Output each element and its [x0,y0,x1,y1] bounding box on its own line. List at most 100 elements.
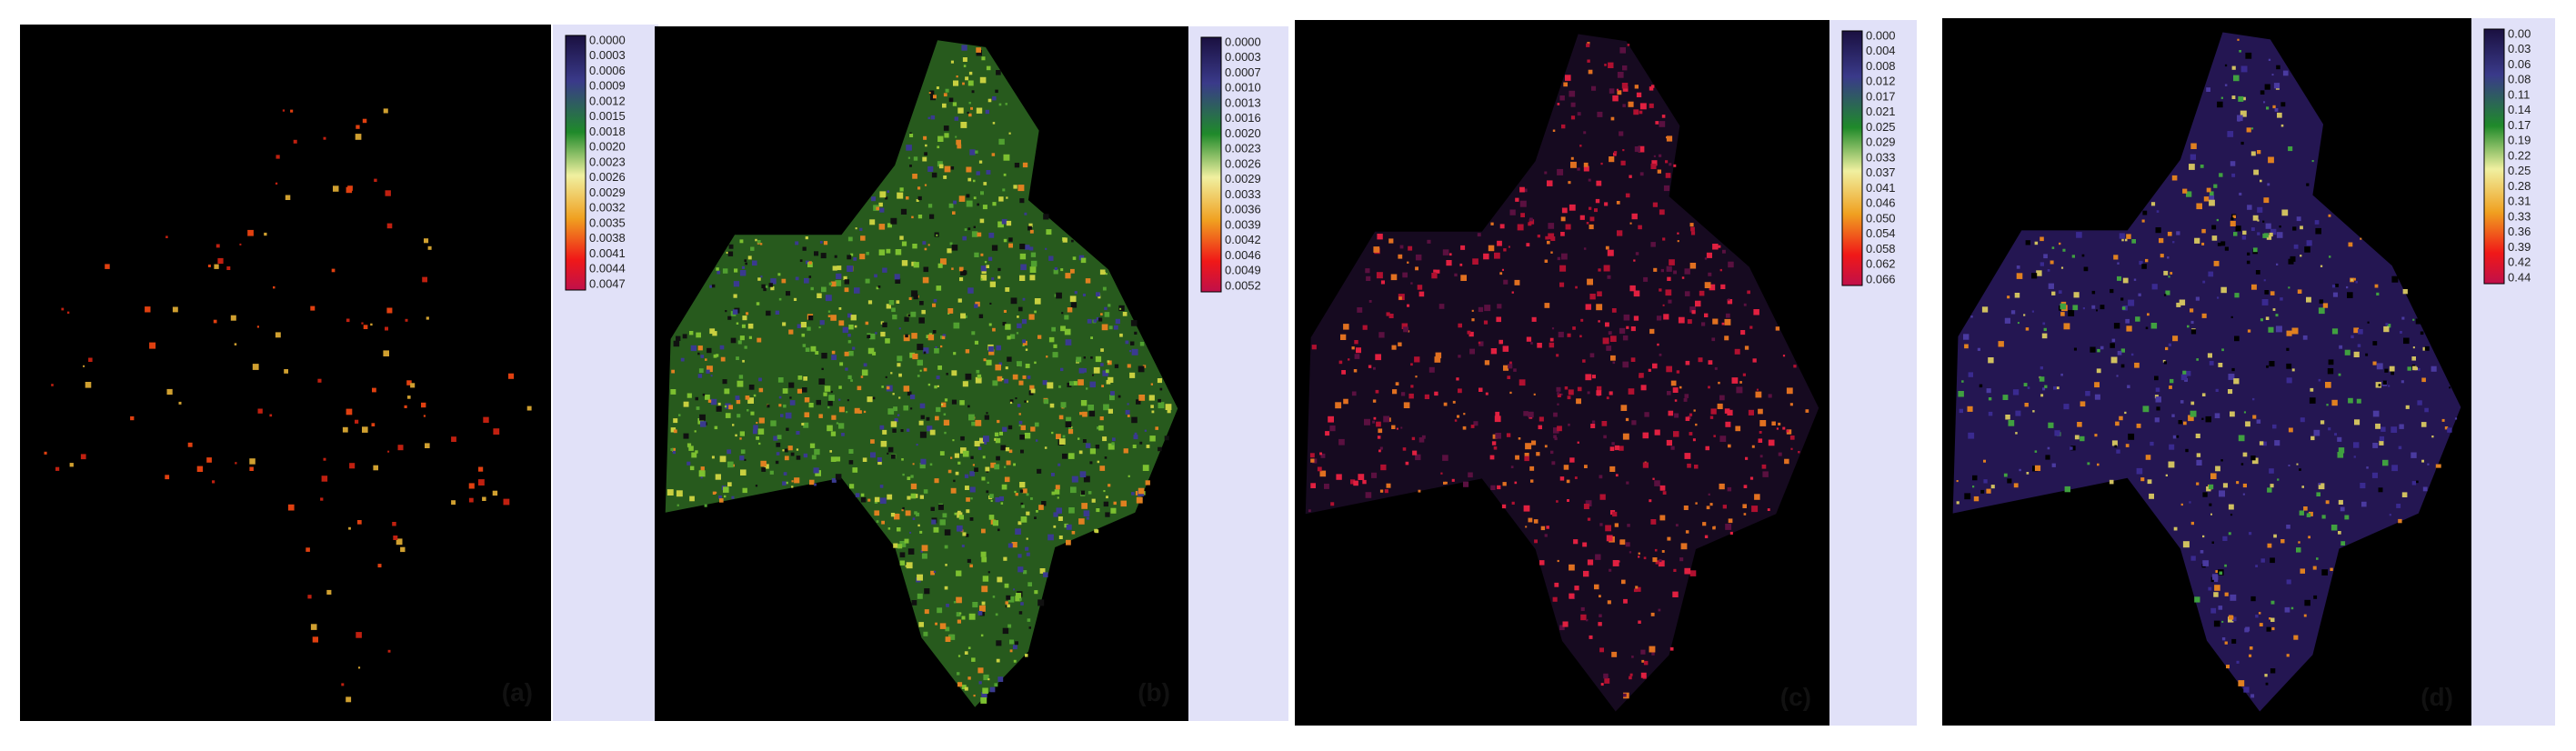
map-pixel [981,528,986,534]
map-pixel [1689,263,1697,269]
map-pixel [1514,481,1518,485]
map-pixel [51,384,54,386]
legend-tick-label: 0.0018 [589,125,626,138]
map-pixel [2200,165,2204,168]
map-pixel [2190,329,2197,335]
map-pixel [2010,310,2016,315]
map-pixel [1364,418,1370,426]
map-pixel [2156,210,2160,213]
map-pixel [1103,404,1109,411]
map-pixel [1580,606,1585,611]
map-pixel [995,497,1000,503]
map-pixel [2218,606,2223,610]
map-pixel [750,411,755,416]
map-pixel [2216,218,2219,222]
map-pixel [331,268,336,273]
map-pixel [2016,273,2023,279]
map-pixel [673,418,678,424]
map-pixel [965,486,969,490]
map-pixel [975,376,982,384]
map-pixel [784,456,789,461]
map-pixel [2270,600,2275,605]
map-pixel [2109,479,2114,485]
map-pixel [1042,380,1047,386]
map-pixel [1598,268,1601,272]
map-pixel [984,261,987,264]
map-pixel [1786,429,1789,433]
map-pixel [1570,102,1576,107]
map-pixel [1053,344,1057,348]
map-pixel [1025,245,1030,250]
map-pixel [1606,535,1613,542]
map-pixel [2119,233,2125,239]
map-pixel [919,301,924,305]
map-pixel [957,298,962,303]
map-pixel [2251,127,2254,130]
map-pixel [2252,415,2257,419]
map-pixel [1069,295,1077,303]
map-pixel [1530,342,1533,345]
map-pixel [1058,415,1064,420]
map-pixel [1104,306,1108,311]
map-pixel [1557,168,1564,175]
map-pixel [1548,223,1555,229]
map-pixel [838,423,845,429]
map-pixel [2115,421,2120,426]
map-pixel [1100,363,1104,366]
map-pixel [2047,446,2050,450]
map-pixel [1072,256,1077,260]
map-pixel [2117,350,2122,355]
map-pixel [813,467,819,474]
map-pixel [2424,407,2429,413]
map-pixel [427,245,432,250]
map-pixel [310,305,316,311]
map-pixel [830,456,837,462]
map-pixel [723,486,729,493]
map-pixel [1587,391,1590,395]
map-pixel [1638,556,1640,558]
map-pixel [1640,649,1646,655]
map-pixel [249,458,256,465]
legend-tick-label: 0.0023 [589,155,626,168]
map-pixel [1047,534,1054,541]
map-pixel [1000,445,1007,451]
map-pixel [1018,611,1023,615]
map-pixel [1628,101,1634,107]
map-pixel [1080,490,1086,496]
map-pixel [974,252,979,257]
map-pixel [1789,403,1793,406]
map-pixel [2411,356,2416,361]
map-pixel [1654,429,1660,436]
map-pixel [689,466,695,471]
map-pixel [1038,505,1044,510]
map-pixel [2360,483,2366,489]
map-pixel [937,385,939,387]
map-pixel [1622,433,1629,440]
map-pixel [854,407,860,414]
map-pixel [887,408,895,415]
map-pixel [2396,504,2401,508]
map-pixel [927,383,931,386]
map-pixel [912,353,918,360]
map-pixel [1611,442,1615,446]
map-pixel [1638,225,1642,230]
map-pixel [1600,162,1603,165]
map-pixel [841,433,845,436]
map-pixel [1547,180,1553,186]
map-pixel [2372,410,2380,417]
map-pixel [1006,595,1011,600]
map-pixel [977,232,982,237]
map-pixel [2190,401,2195,406]
map-pixel [2072,305,2079,311]
map-pixel [2389,365,2395,372]
map-pixel [777,435,782,440]
map-pixel [2194,596,2200,603]
map-pixel [2235,225,2241,232]
map-pixel [924,588,930,595]
map-pixel [387,649,391,653]
map-pixel [1968,432,1975,439]
map-pixel [1016,332,1019,335]
map-pixel [2331,328,2339,335]
legend-tick-label: 0.008 [1866,59,1896,73]
map-pixel [2182,370,2187,375]
